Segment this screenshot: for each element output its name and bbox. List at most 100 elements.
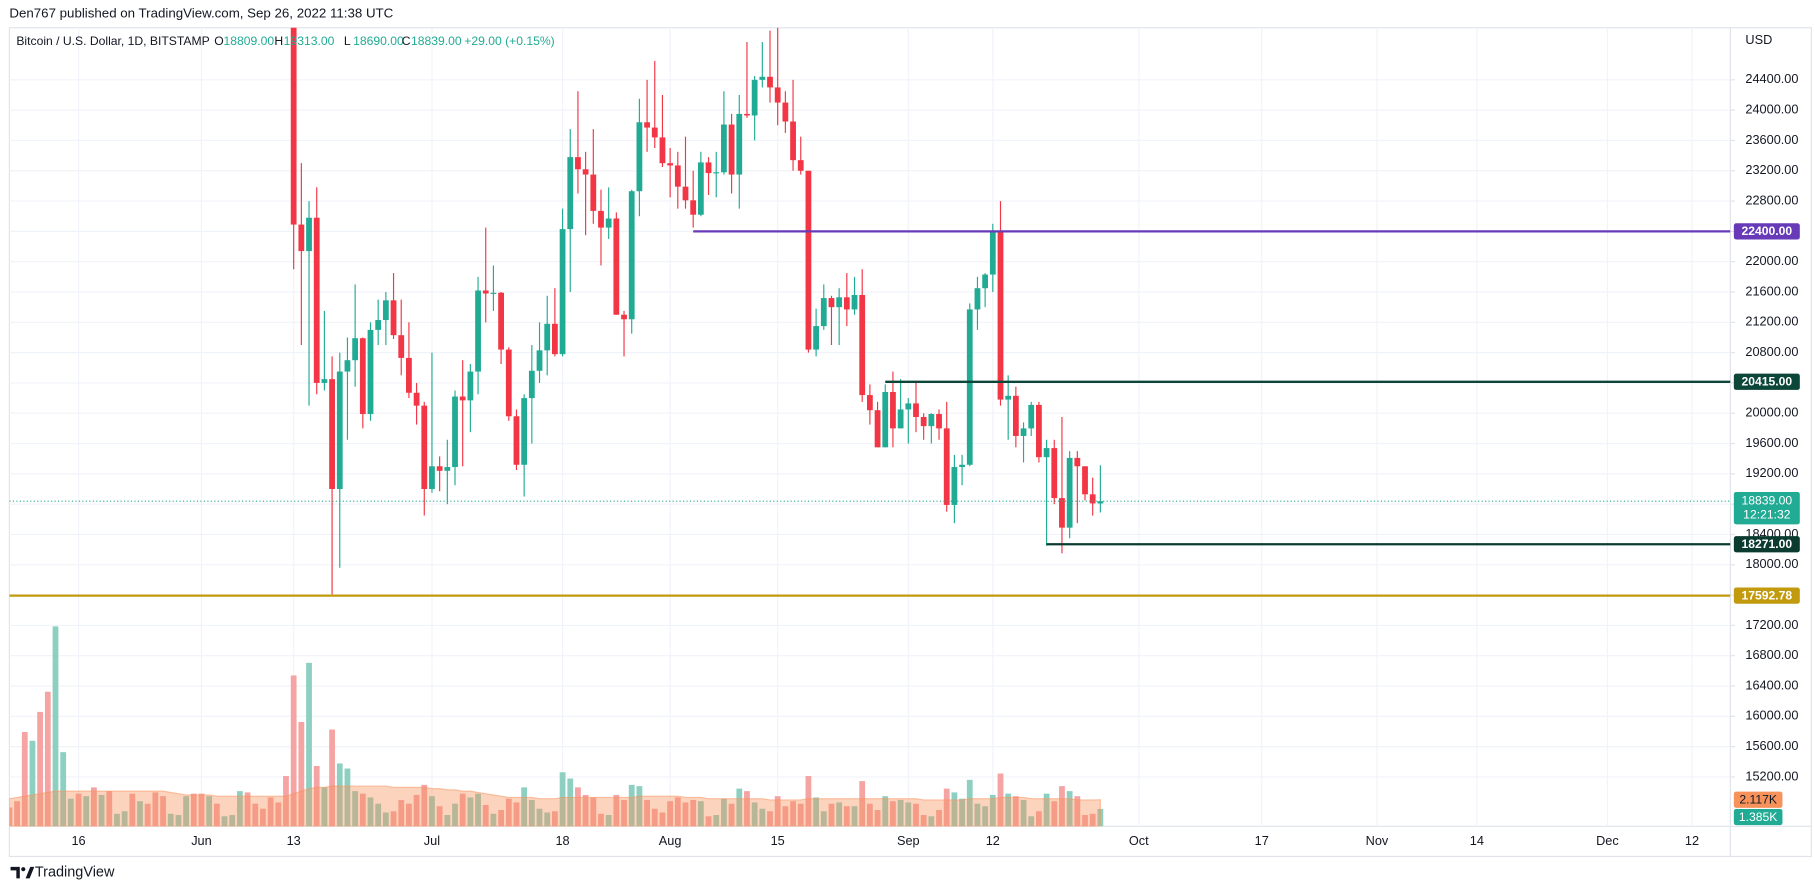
- volume-bar: [75, 793, 82, 827]
- volume-bar: [336, 763, 343, 827]
- y-tick-label: 23200.00: [1745, 162, 1798, 177]
- x-tick-label: Nov: [1366, 833, 1389, 848]
- candle-body: [521, 398, 528, 465]
- candle-body: [621, 314, 627, 320]
- volume-bar: [321, 787, 328, 827]
- level-label: 20415.00: [1742, 375, 1793, 389]
- candle-body: [436, 466, 443, 471]
- x-tick-label: 17: [1255, 833, 1269, 848]
- candle-body: [690, 200, 697, 215]
- candle-body: [843, 297, 850, 310]
- volume-bar: [721, 798, 727, 827]
- candle-body: [859, 295, 866, 396]
- candles: [290, 27, 1104, 595]
- y-tick-label: 16800.00: [1745, 647, 1798, 662]
- legend-title: Bitcoin / U.S. Dollar, 1D, BITSTAMP: [16, 34, 209, 48]
- candle-body: [429, 466, 435, 490]
- candle-body: [913, 403, 919, 418]
- candle-body: [813, 326, 819, 350]
- y-tick-label: 19600.00: [1745, 435, 1798, 450]
- volume-bar: [521, 787, 528, 827]
- volume-bar: [1005, 793, 1012, 827]
- volume-bar: [359, 793, 366, 827]
- volume-bar: [37, 711, 44, 827]
- volume-bar: [9, 807, 13, 827]
- volume-bar: [605, 815, 612, 827]
- volume-bar: [528, 799, 535, 827]
- y-tick-label: 16400.00: [1745, 677, 1798, 692]
- volume-bar: [444, 815, 451, 827]
- volume-bar: [267, 797, 274, 827]
- candle-body: [490, 292, 497, 294]
- volume-bar: [705, 816, 712, 827]
- candle-body: [336, 371, 343, 490]
- x-tick-label: 15: [771, 833, 785, 848]
- candle-body: [1089, 494, 1096, 504]
- candle-body: [551, 323, 558, 355]
- volume-bar: [490, 813, 497, 827]
- candle-body: [836, 297, 843, 308]
- volume-bar: [951, 792, 958, 827]
- last-price-box: [1733, 491, 1800, 525]
- volume-bar: [283, 776, 289, 827]
- candle-body: [797, 160, 804, 171]
- volume-bar: [229, 815, 236, 827]
- candle-body: [697, 162, 704, 215]
- candle-body: [974, 288, 981, 310]
- candle-body: [406, 357, 412, 393]
- level-label-box: [1733, 587, 1800, 604]
- candle-body: [575, 157, 581, 170]
- candle-body: [459, 396, 466, 401]
- y-tick-label: 15600.00: [1745, 738, 1798, 753]
- volume-bar: [621, 799, 627, 827]
- candle-body: [713, 172, 720, 174]
- candle-body: [1074, 457, 1081, 467]
- volume-bar: [667, 801, 674, 827]
- volume-bar: [1028, 816, 1035, 827]
- volume-bar: [367, 797, 374, 827]
- candle-body: [505, 349, 512, 417]
- volume-bar: [828, 803, 835, 827]
- volume-bar: [160, 796, 166, 827]
- volume-bar: [1043, 793, 1050, 827]
- volume-bar: [252, 803, 259, 827]
- candle-body: [582, 169, 589, 175]
- volume-bar: [697, 801, 704, 827]
- volume-bar: [98, 794, 105, 827]
- volume-bar: [29, 740, 36, 827]
- volume-bar: [905, 802, 912, 827]
- candle-body: [390, 300, 397, 336]
- candle-body: [475, 290, 481, 372]
- candle-body: [897, 409, 904, 429]
- candle-body: [705, 162, 712, 174]
- volume-bar: [413, 794, 420, 827]
- candle-body: [375, 320, 382, 330]
- volume-bar: [943, 788, 950, 827]
- volume-bar: [1051, 801, 1058, 827]
- volume-bar: [590, 797, 597, 827]
- volume-bar: [190, 793, 197, 827]
- candle-body: [444, 467, 451, 471]
- volume-label-box: [1733, 808, 1783, 826]
- volume-bar: [598, 813, 604, 827]
- volume-bar: [966, 779, 973, 827]
- candle-body: [774, 87, 781, 103]
- candle-body: [1005, 395, 1012, 400]
- candle-body: [1059, 498, 1065, 528]
- volume-bar: [452, 803, 458, 827]
- volume-bar: [275, 802, 282, 827]
- volume-bar: [144, 803, 151, 827]
- candle-body: [636, 122, 643, 192]
- level-label: 18271.00: [1742, 537, 1793, 551]
- volume-bar: [790, 801, 796, 827]
- volume-bar: [406, 803, 412, 827]
- volume-bar: [928, 816, 935, 827]
- volume-bar: [221, 816, 228, 827]
- volume-bar: [651, 808, 658, 827]
- x-tick-label: 13: [287, 833, 301, 848]
- y-tick-label: 24000.00: [1745, 102, 1798, 117]
- legend-change: +29.00 (+0.15%): [464, 34, 554, 48]
- volume-bar: [536, 808, 543, 827]
